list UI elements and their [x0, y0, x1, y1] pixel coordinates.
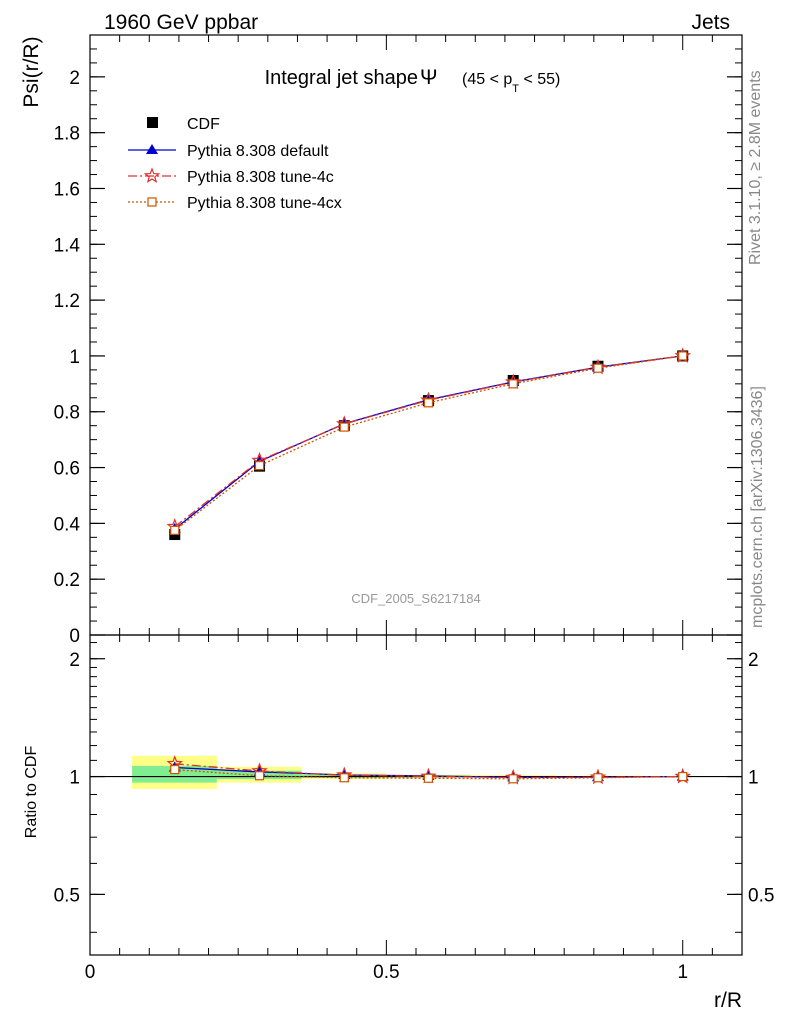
y-tick-label: 1	[69, 347, 80, 368]
ratio-y-tick-label: 2	[69, 650, 80, 671]
main-axis-ticks: 0 0.2 0.4 0.6 0.8 1 1.2 1.4 1.6 1.8 2	[54, 35, 743, 647]
main-panel: 0 0.2 0.4 0.6 0.8 1 1.2 1.4 1.6 1.8 2 Integral jet…	[20, 34, 743, 647]
ratio-y-tick-label-right: 1	[748, 768, 759, 789]
series-line	[174, 355, 683, 531]
x-axis-label: r/R	[714, 989, 742, 1012]
ratio-data-point	[339, 773, 349, 783]
legend-entry-cdf: CDF	[147, 116, 220, 133]
y-tick-label: 0.6	[54, 459, 80, 480]
ratio-series-2	[170, 764, 688, 784]
rivet-label: Rivet 3.1.10, ≥ 2.8M events	[747, 70, 764, 265]
uncertainty-band-inner	[132, 765, 217, 783]
plot-title: Integral jet shape	[265, 67, 418, 89]
ratio-panel: 0.5 0.5 1 1 2 2 0 0.5 1 Ratio to CDF r/R	[23, 634, 774, 1012]
ratio-y-tick-label-right: 0.5	[748, 885, 774, 906]
ratio-data-point	[508, 774, 518, 784]
legend-label-cdf: CDF	[187, 116, 220, 133]
x-tick-label: 0.5	[373, 962, 399, 983]
ratio-data-point	[593, 773, 603, 783]
energy-label: 1960 GeV ppbar	[104, 11, 258, 34]
legend-marker-tune4c	[143, 167, 161, 184]
ratio-y-tick-label-right: 2	[748, 650, 759, 671]
y-tick-label: 1.4	[54, 235, 81, 256]
x-tick-label: 0	[85, 962, 96, 983]
series-line	[174, 355, 683, 530]
ratio-axis-ticks: 0.5 0.5 1 1 2 2 0 0.5 1	[54, 635, 774, 983]
plot-title-range: (45 < pT < 55)	[462, 71, 560, 95]
y-tick-label: 0.2	[54, 570, 80, 591]
process-label: Jets	[691, 11, 730, 34]
ratio-data-point	[170, 764, 180, 775]
legend-entry-default: Pythia 8.308 default	[128, 143, 329, 160]
plot-title-psi: Ψ	[420, 66, 438, 89]
x-tick-label: 1	[677, 962, 688, 983]
legend-label-default: Pythia 8.308 default	[187, 143, 329, 160]
legend-marker-tune4cx	[147, 197, 157, 207]
ratio-panel-frame	[89, 634, 743, 956]
ratio-y-tick-label: 0.5	[54, 885, 80, 906]
series-2	[166, 347, 691, 534]
series-3	[170, 351, 688, 535]
data-point	[593, 363, 603, 373]
y-tick-label: 2	[69, 68, 80, 89]
ratio-uncertainty-bands	[90, 755, 742, 789]
analysis-watermark: CDF_2005_S6217184	[351, 591, 480, 606]
ratio-y-tick-label: 1	[69, 768, 80, 789]
y-tick-label: 0.4	[54, 514, 81, 535]
ratio-series-line	[174, 763, 683, 779]
main-series	[166, 347, 691, 541]
series-line	[174, 355, 683, 528]
series-1	[168, 349, 689, 533]
legend-marker-default	[146, 144, 158, 154]
legend-label-tune4cx: Pythia 8.308 tune-4cx	[187, 195, 342, 212]
data-point	[254, 461, 265, 471]
y-tick-label: 0	[69, 626, 80, 647]
legend-marker-cdf	[147, 117, 158, 128]
legend: CDF Pythia 8.308 default Pythia 8.308 tu…	[128, 116, 342, 212]
legend-entry-tune4c: Pythia 8.308 tune-4c	[128, 167, 334, 186]
ratio-data-point	[678, 771, 688, 782]
data-point	[170, 525, 180, 535]
data-point	[339, 422, 349, 432]
y-tick-label: 1.8	[54, 124, 80, 145]
legend-label-tune4c: Pythia 8.308 tune-4c	[187, 169, 334, 186]
data-point	[678, 351, 688, 361]
ratio-series	[166, 755, 691, 785]
series-0	[169, 350, 689, 541]
main-y-axis-label: Psi(r/R)	[20, 36, 43, 107]
data-point	[508, 379, 518, 389]
mcplots-label: mcplots.cern.ch [arXiv:1306.3436]	[749, 386, 766, 628]
data-point	[423, 398, 434, 408]
ratio-data-point	[423, 773, 434, 783]
ratio-y-axis-label: Ratio to CDF	[23, 746, 40, 839]
y-tick-label: 1.6	[54, 179, 80, 200]
ratio-data-point	[254, 771, 265, 781]
y-tick-label: 0.8	[54, 403, 80, 424]
y-tick-label: 1.2	[54, 291, 80, 312]
legend-entry-tune4cx: Pythia 8.308 tune-4cx	[128, 195, 342, 212]
